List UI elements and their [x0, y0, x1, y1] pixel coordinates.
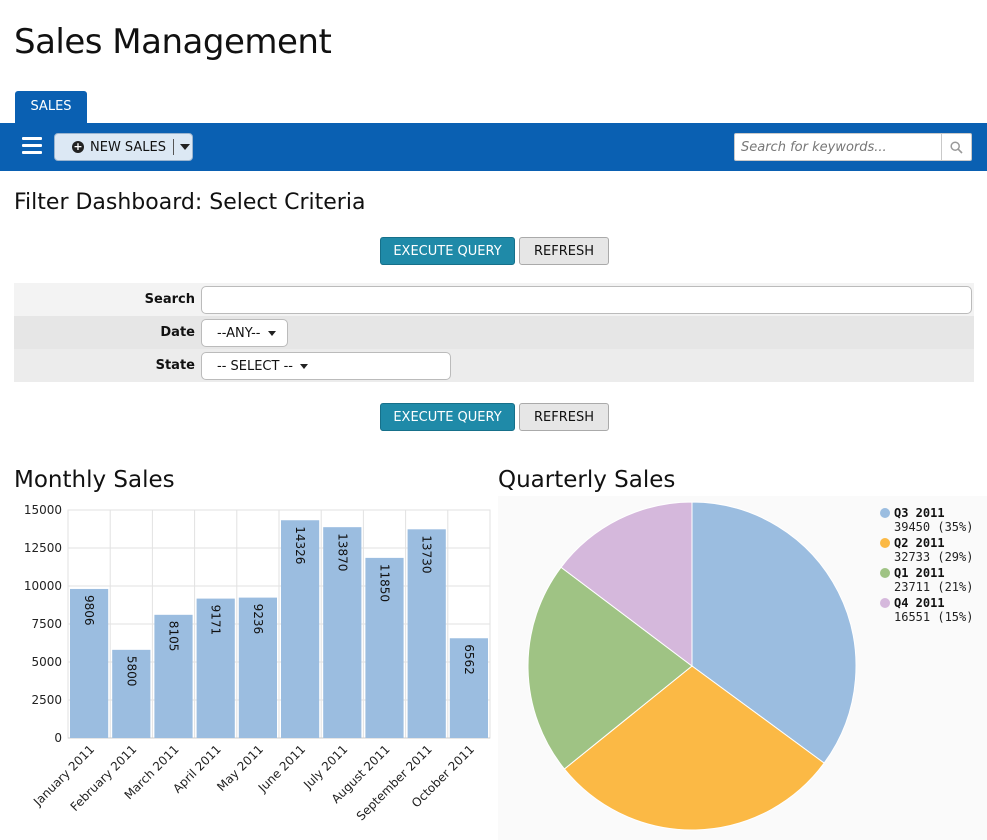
y-tick-label: 7500	[31, 617, 62, 631]
legend-label: Q2 2011	[894, 536, 945, 550]
legend-marker	[880, 538, 890, 548]
monthly-sales-title: Monthly Sales	[14, 467, 175, 493]
bar	[238, 597, 277, 738]
pie-slice	[691, 501, 857, 764]
y-tick-label: 10000	[24, 579, 62, 593]
filter-row-search: Search	[14, 283, 974, 316]
refresh-button[interactable]: REFRESH	[519, 403, 609, 431]
bar	[365, 557, 404, 738]
date-select[interactable]: --ANY--	[201, 319, 288, 347]
tab-strip: SALES	[0, 91, 987, 123]
keyword-search-input[interactable]	[735, 134, 943, 160]
tab-sales[interactable]: SALES	[15, 91, 87, 123]
filter-title: Filter Dashboard: Select Criteria	[14, 190, 366, 215]
quarterly-sales-title: Quarterly Sales	[498, 467, 676, 493]
date-select-value: --ANY--	[217, 325, 261, 341]
legend-marker	[880, 508, 890, 518]
bar	[281, 520, 320, 738]
bar	[407, 529, 446, 738]
refresh-button[interactable]: REFRESH	[519, 237, 609, 265]
toolbar: + NEW SALES	[0, 123, 987, 171]
button-divider	[173, 139, 175, 155]
magnifier-icon	[950, 140, 963, 154]
bar-value-label: 9806	[82, 595, 96, 626]
hamburger-icon[interactable]	[22, 137, 42, 157]
bar-value-label: 6562	[462, 644, 476, 675]
legend-label: Q4 2011	[894, 596, 945, 610]
new-sales-button[interactable]: + NEW SALES	[54, 133, 193, 161]
app-title: Sales Management	[14, 22, 332, 62]
state-select-value: -- SELECT --	[217, 358, 293, 374]
state-label: State	[155, 358, 195, 373]
filter-row-date: Date --ANY--	[14, 316, 974, 349]
bar-value-label: 9171	[209, 605, 223, 636]
legend-value: 23711 (21%)	[894, 580, 973, 594]
search-field[interactable]	[201, 286, 972, 314]
execute-query-button[interactable]: EXECUTE QUERY	[380, 403, 515, 431]
legend-marker	[880, 568, 890, 578]
search-button[interactable]	[941, 134, 971, 160]
y-tick-label: 15000	[24, 503, 62, 517]
query-buttons-bottom: EXECUTE QUERY REFRESH	[380, 403, 610, 431]
pie-slice	[560, 501, 693, 668]
bar-value-label: 13870	[335, 533, 349, 571]
bar-value-label: 11850	[378, 564, 392, 602]
filter-panel: Search Date --ANY-- State -- SELECT --	[14, 283, 974, 382]
legend-value: 16551 (15%)	[894, 610, 973, 624]
y-tick-label: 5000	[31, 655, 62, 669]
search-box	[734, 133, 972, 161]
bar-value-label: 8105	[167, 621, 181, 652]
filter-row-state: State -- SELECT --	[14, 349, 974, 382]
bar	[449, 638, 488, 738]
x-tick-label: September 2011	[354, 742, 435, 823]
legend-value: 32733 (29%)	[894, 550, 973, 564]
chevron-down-icon	[299, 363, 308, 369]
legend-value: 39450 (35%)	[894, 520, 973, 534]
bar	[196, 598, 235, 738]
y-tick-label: 12500	[24, 541, 62, 555]
y-tick-label: 0	[54, 731, 62, 745]
bar	[70, 588, 109, 738]
legend-label: Q1 2011	[894, 566, 945, 580]
legend-label: Q3 2011	[894, 506, 945, 520]
chevron-down-icon[interactable]	[180, 144, 191, 150]
execute-query-button[interactable]: EXECUTE QUERY	[380, 237, 515, 265]
pie-slice	[527, 566, 693, 770]
bar-value-label: 5800	[124, 656, 138, 687]
y-tick-label: 2500	[31, 693, 62, 707]
bar-value-label: 13730	[420, 535, 434, 573]
pie-slice	[563, 665, 825, 831]
query-buttons-top: EXECUTE QUERY REFRESH	[380, 237, 610, 265]
bar	[154, 614, 193, 738]
state-select[interactable]: -- SELECT --	[201, 352, 451, 380]
monthly-sales-chart: 02500500075001000012500150009806January …	[24, 503, 491, 823]
bar	[323, 527, 362, 738]
legend-marker	[880, 598, 890, 608]
new-sales-label: NEW SALES	[90, 139, 167, 155]
bar	[112, 649, 151, 738]
bar-value-label: 14326	[293, 526, 307, 564]
search-label: Search	[144, 292, 195, 307]
chevron-down-icon	[267, 330, 276, 336]
date-label: Date	[160, 325, 195, 340]
plus-circle-icon: +	[72, 140, 84, 153]
bar-value-label: 9236	[251, 604, 265, 635]
